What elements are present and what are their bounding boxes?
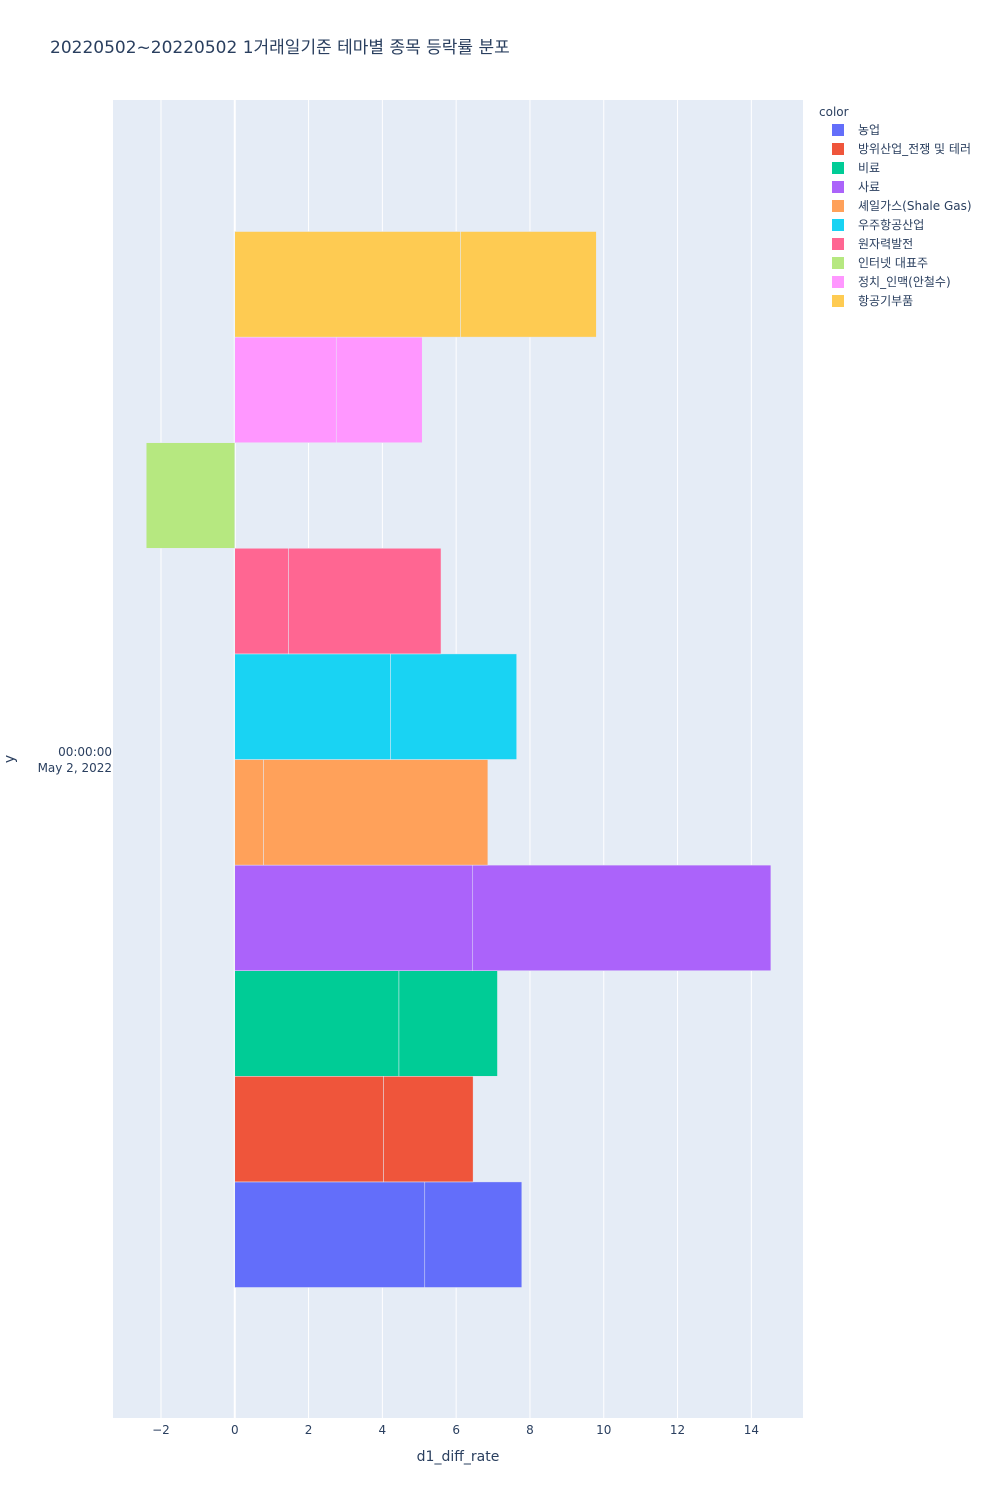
bar-segment[interactable]: [234, 1076, 384, 1183]
bar-segment[interactable]: [234, 336, 337, 443]
bar-segment[interactable]: [472, 864, 772, 971]
legend-swatch[interactable]: [832, 181, 844, 193]
bar-segment[interactable]: [460, 231, 597, 338]
legend-item-label[interactable]: 인터넷 대표주: [858, 256, 928, 270]
bar-segment[interactable]: [234, 864, 474, 971]
bar-segment[interactable]: [263, 759, 489, 866]
y-tick-label-time: 00:00:00: [58, 745, 112, 759]
bar-segment[interactable]: [335, 336, 423, 443]
legend-item-label[interactable]: 원자력발전: [858, 237, 913, 251]
x-tick-label: 6: [452, 1423, 460, 1437]
legend-title: color: [819, 105, 849, 119]
x-tick-label: 8: [526, 1423, 534, 1437]
legend-item-label[interactable]: 사료: [858, 180, 880, 194]
bar-segment[interactable]: [234, 653, 391, 760]
legend-swatch[interactable]: [832, 162, 844, 174]
x-tick-label: 10: [596, 1423, 611, 1437]
chart-title: 20220502~20220502 1거래일기준 테마별 종목 등락률 분포: [50, 38, 510, 58]
legend-swatch[interactable]: [832, 200, 844, 212]
bar-segment[interactable]: [234, 548, 289, 655]
legend-swatch[interactable]: [832, 295, 844, 307]
legend-swatch[interactable]: [832, 143, 844, 155]
x-tick-label: 2: [305, 1423, 313, 1437]
bar-segment[interactable]: [145, 442, 236, 549]
legend-swatch[interactable]: [832, 238, 844, 250]
x-tick-label: 12: [670, 1423, 685, 1437]
legend-item-label[interactable]: 농업: [858, 123, 880, 137]
x-tick-label: 14: [744, 1423, 759, 1437]
bar-segment[interactable]: [234, 759, 264, 866]
bar-segment[interactable]: [234, 1181, 426, 1288]
bar-segment[interactable]: [383, 1076, 474, 1183]
bar-segment[interactable]: [390, 653, 517, 760]
bars-group: [145, 231, 772, 1288]
legend-item-label[interactable]: 정치_인맥(안철수): [858, 275, 951, 289]
x-axis-title: d1_diff_rate: [417, 1449, 500, 1465]
bar-segment[interactable]: [288, 548, 442, 655]
x-tick-label: 0: [231, 1423, 239, 1437]
x-tick-label: 4: [379, 1423, 387, 1437]
legend-item-label[interactable]: 방위산업_전쟁 및 테러: [858, 142, 971, 156]
legend-item-label[interactable]: 우주항공산업: [858, 218, 924, 232]
y-tick-labels: 00:00:00 May 2, 2022: [38, 745, 112, 775]
bar-segment[interactable]: [234, 970, 400, 1077]
legend-item-label[interactable]: 비료: [858, 161, 880, 175]
legend-swatch[interactable]: [832, 124, 844, 136]
x-tick-label: −2: [152, 1423, 170, 1437]
legend-swatch[interactable]: [832, 219, 844, 231]
legend-swatch[interactable]: [832, 257, 844, 269]
legend-item-label[interactable]: 셰일가스(Shale Gas): [858, 199, 972, 213]
bar-segment[interactable]: [398, 970, 498, 1077]
bar-segment[interactable]: [424, 1181, 523, 1288]
legend-swatch[interactable]: [832, 276, 844, 288]
x-tick-labels: −2 0 2 4 6 8 10 12 14: [152, 1423, 759, 1437]
y-tick-label-date: May 2, 2022: [38, 761, 112, 775]
legend-item-label[interactable]: 항공기부품: [858, 294, 913, 308]
bar-segment[interactable]: [234, 231, 461, 338]
y-axis-title: y: [2, 755, 18, 763]
